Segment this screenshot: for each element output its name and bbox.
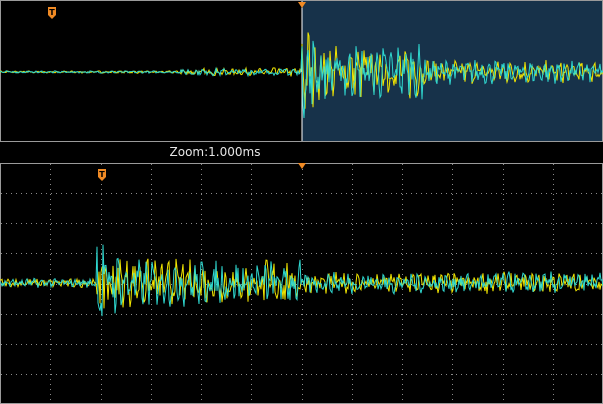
overview-waveform-display[interactable]: T — [0, 0, 603, 142]
trigger-marker-icon[interactable]: T — [98, 169, 106, 181]
trigger-marker-icon[interactable]: T — [48, 7, 56, 19]
trigger-marker-glyph: T — [49, 8, 55, 17]
zoom-factor-label: Zoom:1.000ms — [169, 145, 261, 159]
trigger-position-triangle-icon[interactable] — [298, 163, 306, 169]
graticule — [1, 164, 602, 403]
trigger-marker-glyph: T — [99, 170, 105, 179]
zoom-trace-group — [0, 244, 603, 317]
zoom-waveform-display[interactable]: T — [0, 163, 603, 404]
trigger-position-triangle-icon[interactable] — [298, 2, 306, 8]
channel2-trace-zoom — [0, 244, 603, 317]
overview-waveform-panel[interactable]: T — [0, 0, 603, 142]
zoom-waveform-panel[interactable]: T — [0, 163, 603, 404]
channel2-trace-overview — [0, 40, 603, 119]
overview-trace-group — [0, 32, 603, 119]
